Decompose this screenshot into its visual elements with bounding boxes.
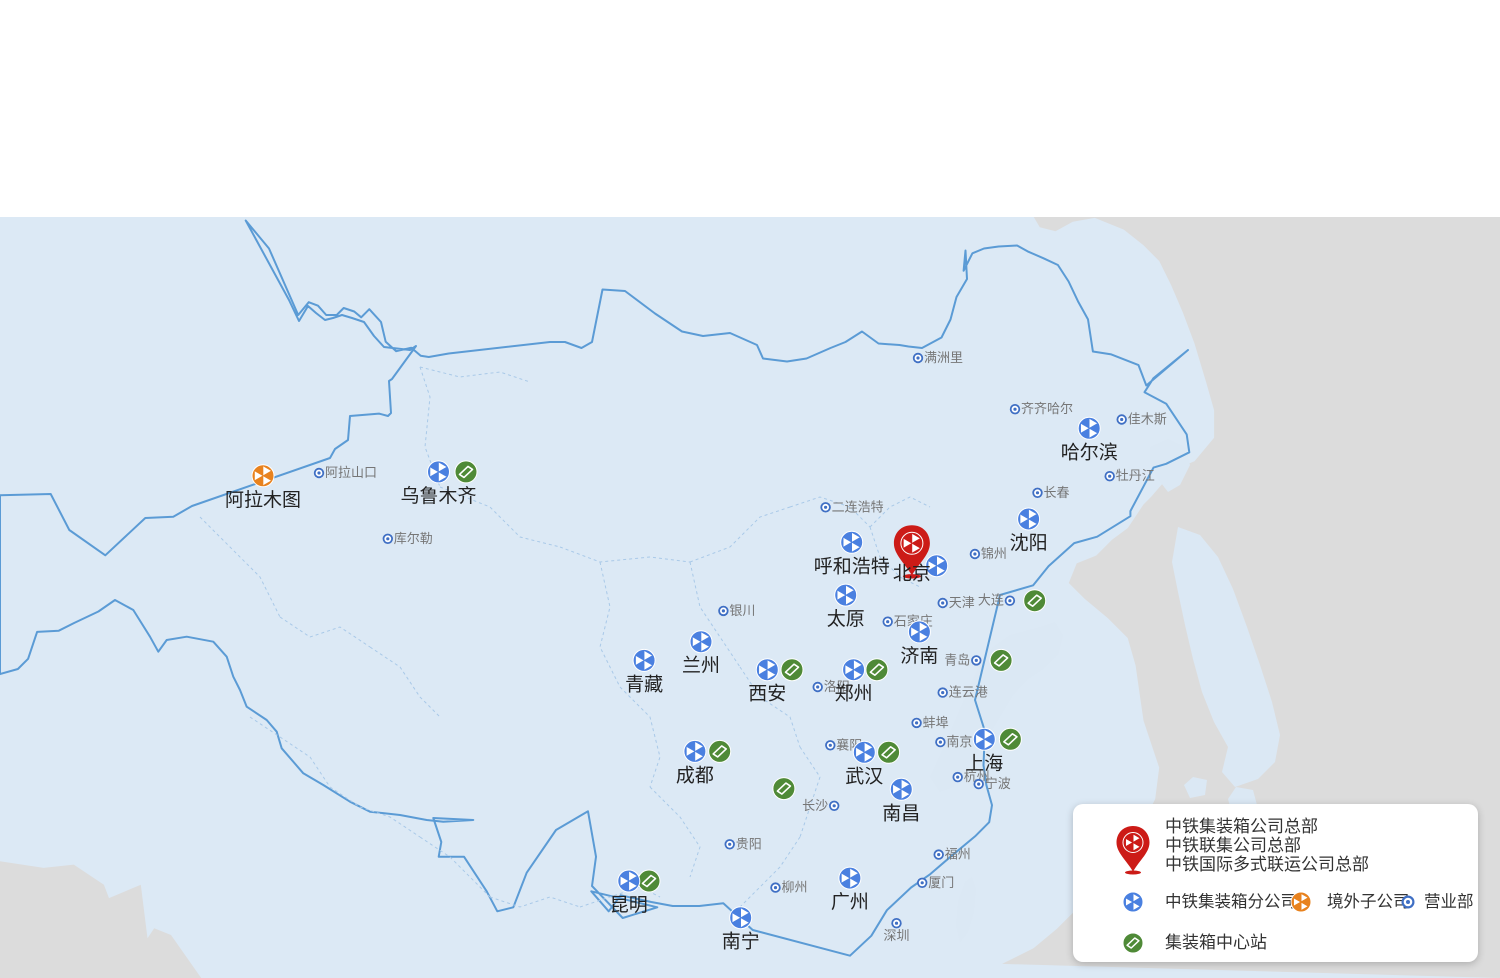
svg-text:深圳: 深圳 — [883, 928, 909, 943]
svg-text:营业部: 营业部 — [1424, 892, 1474, 911]
svg-text:牡丹江: 牡丹江 — [1116, 468, 1155, 483]
svg-text:济南: 济南 — [900, 645, 938, 667]
svg-text:库尔勒: 库尔勒 — [394, 531, 433, 546]
svg-text:天津: 天津 — [949, 595, 975, 610]
svg-text:昆明: 昆明 — [610, 895, 648, 916]
svg-text:中铁国际多式联运公司总部: 中铁国际多式联运公司总部 — [1165, 855, 1369, 874]
svg-text:阿拉山口: 阿拉山口 — [325, 465, 377, 480]
svg-text:银川: 银川 — [729, 603, 755, 618]
svg-text:集装箱中心站: 集装箱中心站 — [1165, 933, 1267, 952]
svg-text:长沙: 长沙 — [802, 798, 828, 813]
svg-text:乌鲁木齐: 乌鲁木齐 — [400, 485, 476, 507]
svg-text:北京: 北京 — [893, 562, 931, 584]
svg-text:福州: 福州 — [945, 847, 971, 862]
svg-text:南宁: 南宁 — [722, 931, 760, 953]
svg-text:兰州: 兰州 — [682, 655, 720, 677]
svg-text:中铁联集公司总部: 中铁联集公司总部 — [1165, 836, 1301, 855]
svg-text:中铁集装箱分公司: 中铁集装箱分公司 — [1165, 892, 1297, 911]
svg-text:呼和浩特: 呼和浩特 — [814, 555, 890, 577]
svg-text:西安: 西安 — [748, 683, 786, 705]
svg-text:武汉: 武汉 — [845, 765, 883, 787]
svg-text:厦门: 厦门 — [928, 875, 954, 890]
svg-text:青藏: 青藏 — [625, 673, 663, 695]
svg-text:连云港: 连云港 — [949, 685, 988, 700]
svg-text:齐齐哈尔: 齐齐哈尔 — [1021, 401, 1073, 416]
svg-text:贵阳: 贵阳 — [736, 836, 762, 851]
svg-text:柳州: 柳州 — [782, 880, 808, 895]
svg-text:哈尔滨: 哈尔滨 — [1061, 441, 1118, 463]
svg-text:长春: 长春 — [1044, 485, 1070, 500]
svg-text:蚌埠: 蚌埠 — [923, 715, 949, 730]
svg-text:二连浩特: 二连浩特 — [832, 499, 884, 514]
svg-text:宁波: 宁波 — [985, 776, 1011, 791]
svg-text:南昌: 南昌 — [882, 802, 920, 824]
svg-text:锦州: 锦州 — [981, 546, 1007, 561]
svg-text:成都: 成都 — [676, 764, 714, 786]
svg-text:大连: 大连 — [978, 593, 1004, 608]
svg-text:佳木斯: 佳木斯 — [1128, 412, 1167, 427]
svg-text:郑州: 郑州 — [835, 683, 873, 705]
svg-text:中铁集装箱公司总部: 中铁集装箱公司总部 — [1165, 817, 1318, 836]
svg-text:沈阳: 沈阳 — [1010, 532, 1048, 554]
svg-text:阿拉木图: 阿拉木图 — [225, 489, 301, 511]
svg-text:太原: 太原 — [827, 608, 865, 630]
svg-text:广州: 广州 — [831, 891, 869, 913]
svg-text:境外子公司: 境外子公司 — [1327, 892, 1410, 911]
svg-text:南京: 南京 — [946, 734, 972, 749]
svg-text:满洲里: 满洲里 — [924, 350, 963, 365]
svg-text:青岛: 青岛 — [944, 652, 970, 667]
svg-text:上海: 上海 — [965, 752, 1003, 774]
